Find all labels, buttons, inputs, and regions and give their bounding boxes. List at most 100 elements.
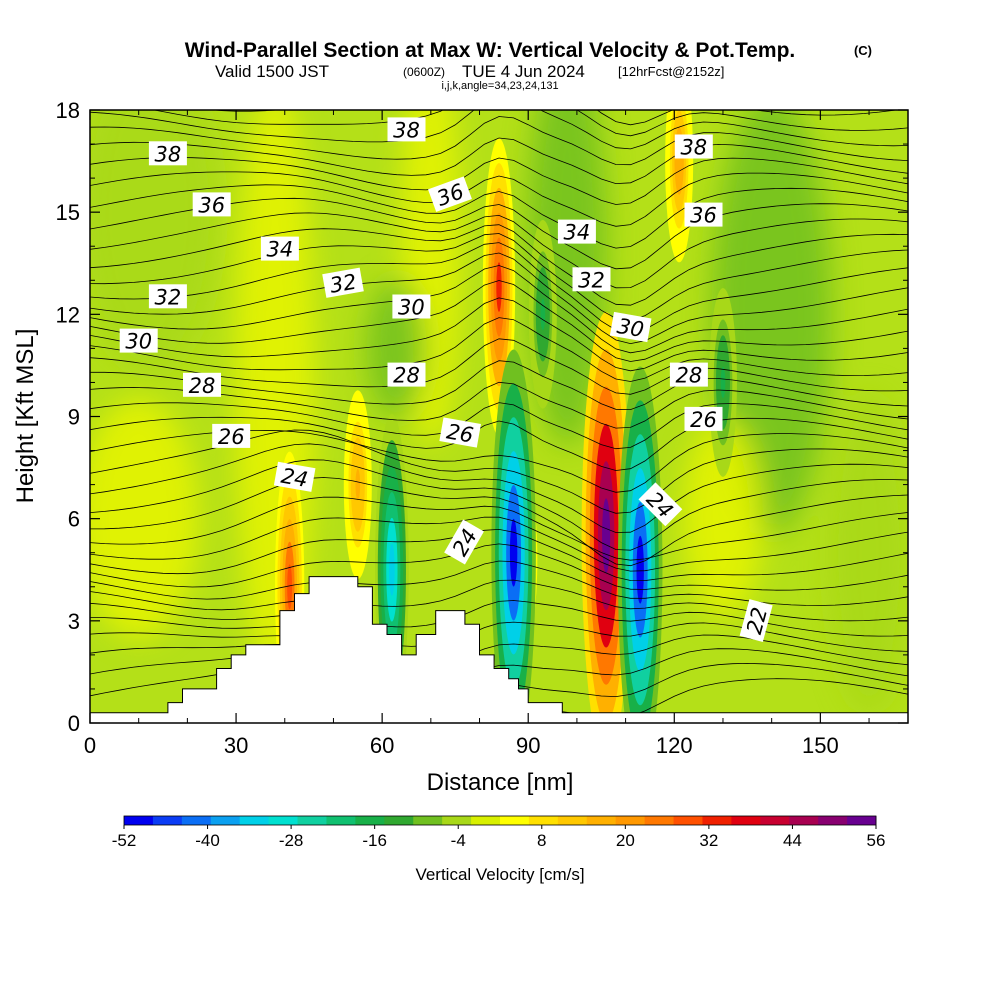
colorbar-swatch	[355, 816, 385, 825]
contour-label: 30	[119, 328, 158, 354]
contour-label-text: 28	[393, 364, 420, 388]
contour-label: 32	[572, 267, 611, 292]
contour-label: 28	[387, 362, 426, 388]
contour-label-text: 34	[267, 238, 294, 262]
colorbar-swatch	[442, 816, 472, 825]
contour-label-box	[439, 417, 481, 448]
isentrope	[90, 516, 908, 572]
contour-label-text: 26	[218, 425, 245, 449]
colorbar-tick-label: -4	[451, 831, 466, 850]
contour-label: 24	[273, 461, 316, 492]
isentrope	[90, 360, 908, 411]
isentrope	[90, 110, 908, 150]
contour-label: 36	[192, 192, 231, 217]
contour-label-box	[260, 236, 299, 261]
updraft-cell	[343, 390, 372, 580]
colorbar-swatch	[586, 816, 617, 825]
contour-label-box	[148, 141, 187, 166]
contour-label: 30	[609, 311, 652, 342]
isentrope	[90, 543, 908, 591]
contour-label-box	[739, 599, 773, 642]
isentrope	[90, 402, 908, 450]
downdraft-cell	[491, 349, 536, 723]
x-tick-label: 0	[84, 733, 96, 758]
contour-label-box	[444, 519, 484, 565]
isentrope	[90, 252, 908, 345]
contour-label-box	[183, 372, 221, 397]
field-band	[682, 418, 763, 619]
y-tick-label: 0	[68, 711, 80, 736]
colorbar-swatch	[557, 816, 588, 825]
colorbar-swatch	[615, 816, 646, 825]
isentrope	[152, 110, 908, 137]
contour-label: 32	[148, 284, 187, 309]
contour-label-text: 28	[676, 364, 703, 388]
updraft-level	[355, 468, 361, 501]
field-band	[711, 110, 832, 535]
contour-label-text: 30	[125, 330, 152, 354]
grid-info: i,j,k,angle=34,23,24,131	[441, 80, 558, 92]
updraft-level	[496, 262, 502, 312]
colorbar-swatch	[702, 816, 732, 825]
contour-label-text: 26	[445, 419, 475, 447]
isentrope	[90, 212, 908, 289]
contour-label-box	[638, 482, 683, 527]
colorbar-swatch	[673, 816, 703, 825]
contour-label-text: 34	[564, 221, 591, 245]
contour-label-text: 36	[198, 193, 225, 217]
isentrope	[90, 643, 908, 681]
contour-label-text: 38	[155, 142, 182, 166]
y-tick-label: 18	[56, 98, 80, 123]
colorbar-swatch	[528, 816, 559, 825]
isentrope	[90, 242, 908, 334]
valid-utc: (0600Z)	[403, 65, 445, 79]
contour-label-box	[119, 328, 158, 353]
colorbar: -52 -40 -28 -16 -4 8 20 32 44 56	[112, 815, 886, 850]
downdraft-cell	[708, 288, 737, 477]
isentrope	[90, 184, 908, 249]
field-band	[829, 392, 908, 713]
field-band	[90, 398, 199, 639]
colorbar-swatch	[326, 816, 356, 825]
downdraft-level	[389, 543, 395, 596]
valid-prefix: Valid 1500 JST	[215, 62, 329, 81]
chart-title: Wind-Parallel Section at Max W: Vertical…	[185, 39, 796, 62]
colorbar-tick-label: 56	[867, 831, 886, 850]
isentrope	[90, 416, 908, 471]
isentrope	[90, 280, 908, 362]
colorbar-label: Vertical Velocity [cm/s]	[415, 865, 584, 884]
contour-label: 28	[183, 372, 221, 398]
contour-label-text: 38	[680, 136, 707, 160]
colorbar-swatch	[847, 816, 877, 825]
isentrope	[90, 137, 908, 185]
isentrope	[90, 443, 908, 533]
colorbar-tick-label: 20	[616, 831, 635, 850]
y-tick-label: 15	[56, 200, 80, 225]
isentrope	[90, 224, 908, 306]
contour-label: 26	[212, 423, 251, 449]
isentrope	[90, 477, 908, 567]
colorbar-swatch	[210, 816, 241, 825]
downdraft-level	[636, 535, 644, 604]
y-tick-label: 3	[68, 609, 80, 634]
contour-label: 26	[684, 406, 723, 432]
updraft-level	[602, 498, 611, 573]
contour-label-box	[684, 406, 723, 431]
contour-label: 38	[674, 134, 713, 160]
contour-label-text: 32	[155, 285, 182, 309]
valid-date: TUE 4 Jun 2024	[462, 62, 585, 81]
isentrope	[90, 632, 908, 666]
colorbar-swatch	[413, 816, 443, 825]
contour-label-text: 38	[393, 118, 420, 142]
x-tick-label: 90	[516, 733, 540, 758]
y-tick-label: 9	[68, 405, 80, 430]
updraft-cell	[665, 110, 694, 263]
downdraft-cell	[528, 219, 557, 409]
isentrope	[90, 233, 908, 321]
contour-label: 30	[392, 294, 431, 320]
contour-label: 38	[387, 117, 426, 142]
contour-label-text: 24	[279, 464, 309, 492]
colorbar-swatch	[181, 816, 212, 825]
